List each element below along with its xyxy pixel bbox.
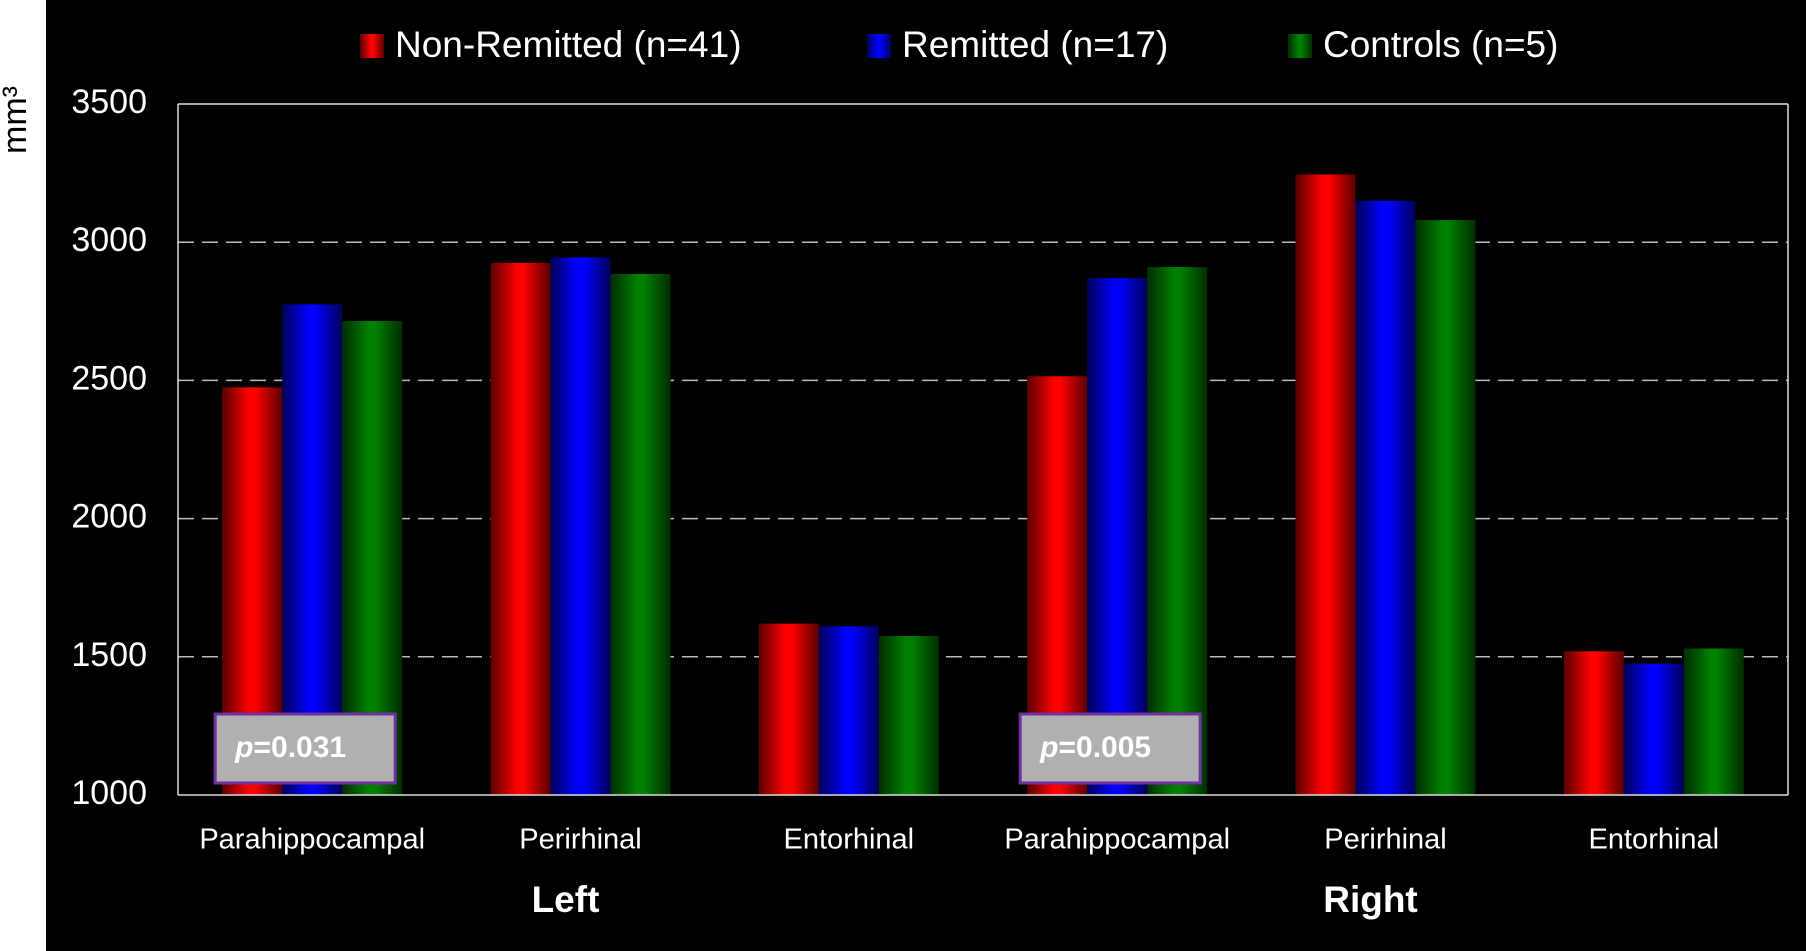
annotation-box [1018,712,1202,785]
legend-label: Remitted (n=17) [902,24,1168,65]
x-tick-label: Parahippocampal [199,824,425,856]
legend-label: Non-Remitted (n=41) [395,24,742,65]
y-tick-label: 1000 [71,774,147,812]
y-tick-label: 2500 [71,359,147,397]
bar [1087,278,1148,796]
bar [1415,220,1476,795]
x-tick-label: Entorhinal [1589,824,1720,856]
bar [490,262,551,795]
legend-swatch [867,34,891,58]
x-tick-label: Entorhinal [784,824,915,856]
y-tick-label: 3500 [71,83,147,121]
bar [1147,267,1208,795]
legend-swatch [360,34,384,58]
bar [550,257,611,796]
x-tick-label: Parahippocampal [1004,824,1230,856]
legend-swatch [1288,34,1312,58]
annotation-box [213,712,397,785]
y-tick-label: 2000 [71,498,147,536]
bar [1295,174,1356,795]
x-tick-label: Perirhinal [519,824,642,856]
bar [1355,200,1416,796]
annotation: p=0.031 [234,731,346,764]
y-tick-label: 1500 [71,636,147,674]
bar [758,623,819,795]
bar [818,626,879,795]
legend-label: Controls (n=5) [1323,24,1558,65]
bar [610,273,671,796]
y-axis-label: mm³ [0,86,34,154]
bar [1683,648,1744,795]
x-tick-label: Perirhinal [1324,824,1447,856]
group-label: Right [1323,879,1418,920]
bar [878,636,939,795]
annotation: p=0.005 [1039,731,1151,764]
bar [1563,651,1624,795]
group-label: Left [532,879,600,920]
bar [1623,663,1684,795]
y-tick-label: 3000 [71,221,147,259]
